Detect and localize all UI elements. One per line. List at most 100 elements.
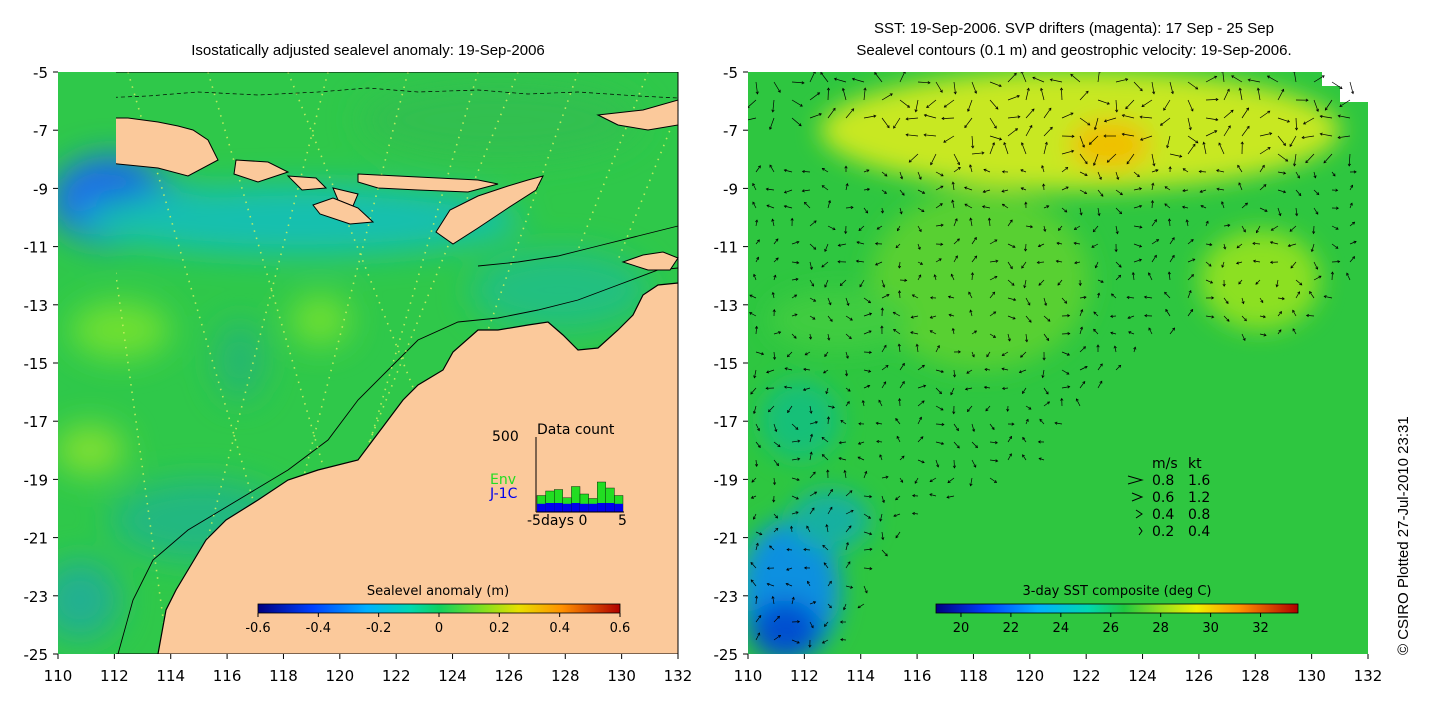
velocity-arrow bbox=[1168, 272, 1171, 281]
velocity-arrow bbox=[863, 567, 872, 570]
velocity-arrow-head bbox=[1353, 240, 1357, 244]
velocity-arrow bbox=[1223, 89, 1230, 101]
velocity-arrow bbox=[863, 188, 870, 191]
velocity-arrow-head bbox=[1172, 327, 1176, 331]
velocity-arrow bbox=[1277, 329, 1282, 335]
velocity-arrow-head bbox=[969, 217, 973, 221]
velocity-arrow bbox=[881, 365, 889, 371]
velocity-arrow bbox=[881, 531, 884, 540]
velocity-arrow bbox=[1338, 135, 1351, 139]
velocity-arrow-head bbox=[867, 384, 871, 388]
velocity-arrow bbox=[967, 405, 973, 412]
velocity-arrow-head bbox=[787, 409, 790, 414]
velocity-arrow-head bbox=[1037, 440, 1041, 444]
velocity-arrow bbox=[1239, 88, 1243, 101]
velocity-arrow bbox=[1043, 127, 1053, 137]
velocity-arrow-head bbox=[864, 470, 868, 474]
velocity-arrow bbox=[769, 117, 775, 130]
velocity-arrow-head bbox=[774, 429, 778, 433]
velocity-arrow bbox=[827, 489, 833, 497]
velocity-arrow bbox=[899, 455, 905, 461]
velocity-arrow bbox=[1277, 297, 1285, 300]
data-count-ymax: 500 bbox=[492, 429, 519, 445]
velocity-arrow bbox=[953, 81, 956, 94]
velocity-arrow-head bbox=[982, 189, 986, 193]
velocity-arrow bbox=[1221, 201, 1225, 209]
velocity-arrow-head bbox=[749, 312, 753, 315]
velocity-arrow bbox=[822, 639, 829, 644]
velocity-arrow-head bbox=[1106, 101, 1110, 105]
velocity-legend-ms: 0.6 bbox=[1152, 490, 1174, 506]
velocity-arrow bbox=[1290, 261, 1297, 269]
velocity-arrow-head bbox=[1098, 176, 1102, 181]
velocity-arrow bbox=[917, 459, 925, 463]
velocity-arrow bbox=[1056, 242, 1063, 245]
velocity-arrow bbox=[917, 436, 924, 443]
altimeter-track bbox=[257, 72, 409, 654]
velocity-arrow bbox=[906, 117, 919, 120]
velocity-arrow bbox=[1002, 203, 1009, 209]
velocity-arrow-head bbox=[895, 418, 899, 422]
velocity-arrow bbox=[1183, 168, 1189, 173]
velocity-arrow-head bbox=[769, 126, 773, 130]
velocity-arrow bbox=[1313, 171, 1316, 178]
velocity-arrow-head bbox=[917, 246, 921, 250]
velocity-arrow-head bbox=[900, 176, 904, 180]
right-y-tick-label: -5 bbox=[723, 64, 738, 82]
velocity-arrow-head bbox=[921, 364, 925, 368]
velocity-arrow bbox=[935, 405, 944, 411]
velocity-arrow-head bbox=[1335, 206, 1339, 210]
velocity-arrow-head bbox=[772, 499, 776, 503]
velocity-arrow bbox=[791, 99, 803, 107]
velocity-arrow-head bbox=[783, 204, 787, 209]
velocity-arrow bbox=[1348, 153, 1351, 167]
velocity-arrow-head bbox=[992, 142, 996, 146]
velocity-arrow-head bbox=[823, 370, 827, 374]
velocity-arrow-head bbox=[1192, 258, 1196, 262]
velocity-arrow-head bbox=[1081, 144, 1086, 148]
velocity-arrow-head bbox=[971, 354, 975, 358]
velocity-arrow-head bbox=[918, 274, 922, 278]
velocity-arrow-head bbox=[821, 436, 825, 440]
velocity-arrow-head bbox=[876, 226, 880, 230]
velocity-arrow bbox=[1007, 453, 1012, 461]
velocity-arrow-head bbox=[1299, 282, 1303, 286]
velocity-arrow-head bbox=[1330, 271, 1335, 275]
velocity-arrow-head bbox=[943, 139, 947, 143]
velocity-arrow bbox=[1020, 169, 1027, 173]
velocity-arrow-head bbox=[811, 507, 815, 511]
velocity-arrow-head bbox=[757, 428, 760, 432]
velocity-arrow-head bbox=[939, 203, 943, 207]
velocity-arrow-head bbox=[1020, 169, 1024, 173]
velocity-arrow-head bbox=[861, 399, 865, 404]
velocity-arrow bbox=[1043, 184, 1045, 191]
velocity-arrow-head bbox=[1165, 308, 1169, 313]
velocity-arrow bbox=[1187, 239, 1194, 245]
velocity-arrow bbox=[1141, 99, 1153, 107]
velocity-arrow bbox=[809, 113, 822, 119]
velocity-arrow-head bbox=[802, 387, 806, 391]
velocity-arrow-head bbox=[1243, 229, 1246, 233]
velocity-arrow bbox=[1320, 133, 1333, 137]
velocity-arrow-head bbox=[1020, 354, 1024, 358]
velocity-arrow bbox=[930, 153, 937, 165]
velocity-arrow bbox=[1151, 169, 1159, 173]
velocity-arrow-head bbox=[771, 218, 775, 222]
velocity-arrow-head bbox=[755, 91, 759, 95]
velocity-arrow bbox=[951, 274, 955, 281]
velocity-arrow bbox=[1122, 133, 1135, 137]
velocity-arrow bbox=[948, 296, 955, 299]
velocity-arrow-head bbox=[1335, 226, 1339, 230]
velocity-arrow-head bbox=[766, 370, 770, 374]
velocity-arrow-head bbox=[864, 590, 868, 594]
velocity-arrow bbox=[984, 368, 991, 371]
velocity-arrow-head bbox=[984, 367, 988, 372]
right-y-tick-label: -9 bbox=[723, 180, 738, 198]
velocity-arrow bbox=[1056, 260, 1063, 263]
velocity-arrow-head bbox=[1305, 313, 1310, 318]
velocity-arrow bbox=[1022, 437, 1027, 443]
velocity-arrow bbox=[1058, 225, 1063, 231]
velocity-arrow-head bbox=[1263, 333, 1267, 337]
velocity-arrow bbox=[906, 134, 919, 137]
velocity-arrow-head bbox=[910, 315, 914, 319]
